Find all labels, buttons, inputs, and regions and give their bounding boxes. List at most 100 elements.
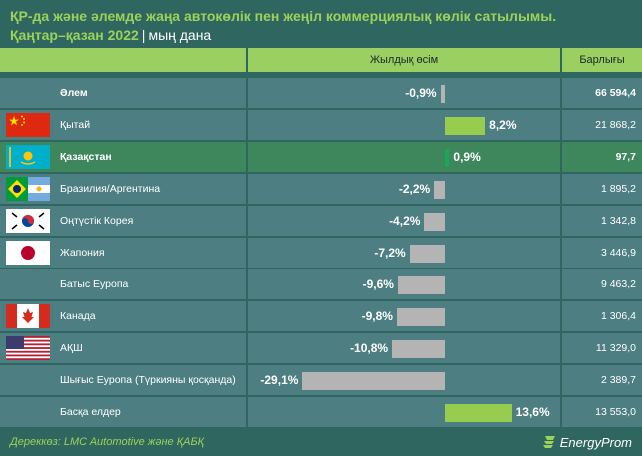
growth-label: -29,1% — [260, 373, 299, 388]
header-left-cell — [0, 48, 246, 72]
total-cell: 9 463,2 — [562, 269, 642, 300]
header-total: Барлығы — [562, 48, 642, 72]
growth-bar — [396, 308, 445, 327]
country-cell: Жапония — [0, 237, 246, 268]
growth-label: 0,9% — [453, 149, 481, 164]
growth-cell: -4,2% — [248, 205, 560, 236]
country-name: Батыс Еуропа — [60, 278, 129, 291]
growth-bar — [445, 148, 450, 167]
energyprom-logo-icon — [542, 436, 555, 448]
table-row: АҚШ -10,8% 11 329,0 — [0, 333, 642, 364]
total-value: 66 594,4 — [595, 87, 636, 99]
country-cell: Оңтүстік Корея — [0, 205, 246, 236]
growth-label: 8,2% — [489, 117, 517, 132]
total-value: 9 463,2 — [600, 278, 636, 291]
growth-label: -4,2% — [389, 213, 421, 228]
country-name: Шығыс Еуропа (Түркияны қосқанда) — [60, 374, 236, 387]
growth-label: -9,6% — [362, 277, 394, 292]
growth-bar — [445, 404, 512, 422]
kazakhstan-flag-icon — [6, 144, 50, 169]
country-cell: АҚШ — [0, 333, 246, 364]
japan-flag-icon — [6, 240, 50, 265]
table-row: Қытай 8,2% 21 868,2 — [0, 109, 642, 140]
total-value: 13 553,0 — [595, 406, 636, 418]
country-name: Жапония — [60, 246, 105, 259]
table-row: Қазақстан 0,9% 97,7 — [0, 141, 642, 172]
country-name: Оңтүстік Корея — [60, 214, 134, 227]
chart-title: ҚР-да және әлемде жаңа автокөлік пен жең… — [10, 8, 557, 24]
country-cell: Қытай — [0, 109, 246, 140]
table-row: Әлем -0,9% 66 594,4 — [0, 78, 642, 108]
country-name: Басқа елдер — [60, 406, 121, 418]
table-row: Канада -9,8% 1 306,4 — [0, 301, 642, 332]
total-value: 1 306,4 — [600, 310, 636, 323]
country-name: АҚШ — [60, 342, 83, 355]
table-row: Оңтүстік Корея -4,2% 1 342,8 — [0, 205, 642, 236]
period-label: Қаңтар–қазан 2022 — [10, 27, 139, 43]
total-value: 2 389,7 — [600, 374, 636, 387]
country-cell: Шығыс Еуропа (Түркияны қосқанда) — [0, 365, 246, 396]
canada-flag-icon — [6, 304, 50, 329]
growth-bar — [440, 85, 445, 103]
table-row: Бразилия/Аргентина -2,2% 1 895,2 — [0, 173, 642, 204]
growth-cell: 0,9% — [248, 141, 560, 172]
growth-cell: -29,1% — [248, 365, 560, 396]
total-cell: 66 594,4 — [562, 78, 642, 108]
growth-bar — [434, 180, 445, 199]
total-cell: 1 895,2 — [562, 173, 642, 204]
country-name: Әлем — [60, 87, 88, 99]
growth-bar — [397, 276, 445, 295]
country-cell: Қазақстан — [0, 141, 246, 172]
country-cell: Бразилия/Аргентина — [0, 173, 246, 204]
growth-bar — [445, 116, 486, 135]
growth-label: 13,6% — [515, 405, 550, 419]
total-cell: 3 446,9 — [562, 237, 642, 268]
growth-label: -9,8% — [361, 309, 393, 324]
chart-subtitle: Қаңтар–қазан 2022 | мың дана — [10, 26, 211, 44]
total-value: 97,7 — [615, 150, 636, 163]
country-name: Қазақстан — [60, 150, 112, 163]
table-row: Шығыс Еуропа (Түркияны қосқанда) -29,1% 2 … — [0, 365, 642, 396]
total-value: 1 342,8 — [600, 214, 636, 227]
country-name: Канада — [60, 310, 96, 323]
growth-cell: -10,8% — [248, 333, 560, 364]
total-value: 11 329,0 — [595, 342, 636, 355]
growth-cell: 13,6% — [248, 397, 560, 427]
logo-text: EnergyProm — [559, 434, 632, 450]
total-value: 21 868,2 — [595, 118, 636, 131]
country-cell: Әлем — [0, 78, 246, 108]
country-name: Бразилия/Аргентина — [60, 182, 161, 195]
total-cell: 2 389,7 — [562, 365, 642, 396]
brazil-argentina-flag-icon — [6, 176, 50, 201]
growth-label: -10,8% — [350, 341, 389, 356]
total-cell: 97,7 — [562, 141, 642, 172]
country-cell: Канада — [0, 301, 246, 332]
total-cell: 21 868,2 — [562, 109, 642, 140]
growth-bar — [424, 212, 445, 231]
growth-bar — [409, 244, 445, 263]
subtitle-separator: | — [141, 27, 146, 43]
country-cell: Басқа елдер — [0, 397, 246, 427]
total-value: 3 446,9 — [600, 246, 636, 259]
china-flag-icon — [6, 112, 50, 137]
growth-label: -0,9% — [405, 86, 437, 100]
total-cell: 1 306,4 — [562, 301, 642, 332]
growth-cell: -7,2% — [248, 237, 560, 268]
total-cell: 13 553,0 — [562, 397, 642, 427]
growth-label: -7,2% — [374, 245, 406, 260]
growth-cell: -9,8% — [248, 301, 560, 332]
country-name: Қытай — [60, 118, 91, 131]
total-cell: 1 342,8 — [562, 205, 642, 236]
growth-bar — [392, 340, 445, 359]
growth-cell: -9,6% — [248, 269, 560, 300]
growth-cell: -0,9% — [248, 78, 560, 108]
table-row: Батыс Еуропа -9,6% 9 463,2 — [0, 269, 642, 300]
total-cell: 11 329,0 — [562, 333, 642, 364]
source-note: Дереккөз: LMC Automotive және ҚАБҚ — [10, 436, 205, 448]
energyprom-logo: EnergyProm — [542, 432, 632, 452]
total-value: 1 895,2 — [600, 182, 636, 195]
unit-label: мың дана — [148, 27, 212, 43]
growth-cell: -2,2% — [248, 173, 560, 204]
usa-flag-icon — [6, 336, 50, 361]
country-cell: Батыс Еуропа — [0, 269, 246, 300]
